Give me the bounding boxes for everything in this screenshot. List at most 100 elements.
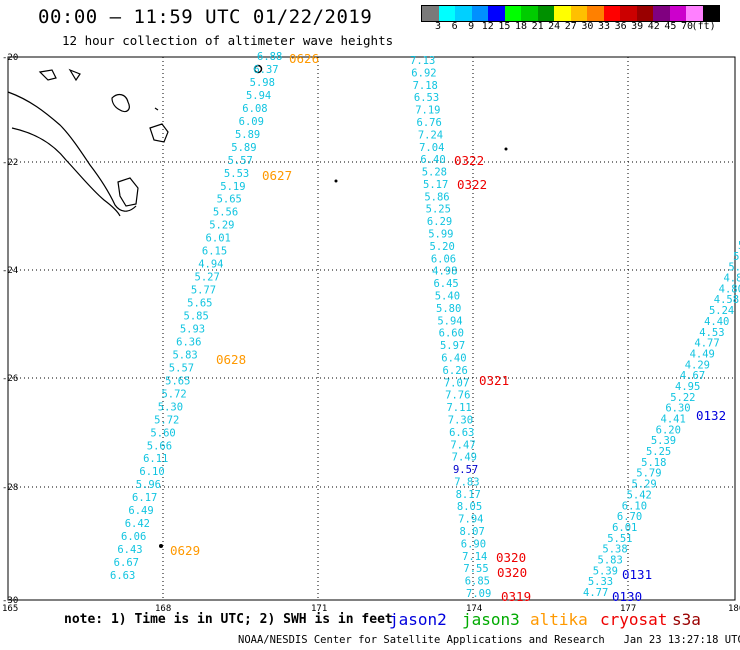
wave-height-value: 5.39 [593, 565, 618, 577]
lat-tick-label: -26 [2, 374, 18, 384]
wave-height-value: 5.27 [195, 272, 220, 284]
colorbar-label: 70 [680, 21, 694, 32]
map-border [7, 56, 736, 601]
wave-height-value: 4.67 [680, 370, 705, 382]
wave-height-value: 6.20 [656, 424, 681, 436]
wave-height-value: 5.20 [430, 241, 455, 253]
wave-height-value: 5.18 [641, 457, 666, 469]
wave-height-value: 4.29 [685, 359, 710, 371]
wave-height-value: 7.94 [458, 514, 483, 526]
wave-height-value: 6.90 [461, 538, 486, 550]
wave-height-value: 7.11 [446, 402, 471, 414]
wave-height-value: 5.22 [670, 392, 695, 404]
pass-time-label: 0322 [457, 177, 487, 192]
wave-height-value: 5.19 [220, 181, 245, 193]
wave-height-value: 7.55 [463, 563, 488, 575]
wave-height-value: 6.06 [121, 531, 146, 543]
wave-height-value: 5.94 [437, 315, 462, 327]
wave-height-value: 7.19 [415, 105, 440, 117]
wave-height-value: 7.30 [448, 414, 473, 426]
colorbar-label: 33 [597, 21, 611, 32]
wave-height-value: 4.80 [719, 283, 740, 295]
wave-height-value: 6.15 [202, 246, 227, 258]
colorbar-swatch [702, 6, 719, 21]
colorbar-label: 12 [481, 21, 494, 32]
colorbar-swatch [504, 6, 521, 21]
wave-height-value: 7.13 [410, 55, 435, 67]
pass-time-label: 0319 [501, 589, 531, 604]
wave-height-value: 5.66 [147, 440, 172, 452]
lat-tick-label: -24 [2, 266, 18, 276]
island-dot [159, 544, 163, 548]
altimeter-tracks: 6.886.375.985.946.086.095.895.895.575.53… [110, 51, 740, 600]
wave-height-value: 6.53 [414, 92, 439, 104]
map-title: 00:00 — 11:59 UTC 01/22/2019 [38, 6, 373, 28]
wave-height-value: 6.17 [132, 492, 157, 504]
wave-height-value: 5.60 [150, 427, 175, 439]
wave-height-value: 6.09 [239, 116, 264, 128]
wave-height-value: 5.72 [154, 414, 179, 426]
lat-tick-label: -28 [2, 483, 18, 493]
wave-height-value: 5.97 [440, 340, 465, 352]
coastline-path [149, 123, 169, 143]
wave-height-value: 5.89 [231, 142, 256, 154]
wave-height-value: 5. [733, 251, 740, 263]
wave-height-value: 7.76 [445, 390, 470, 402]
wave-height-value: 6.06 [431, 253, 456, 265]
lon-tick-label: 174 [466, 604, 482, 614]
coastline-path [154, 107, 159, 111]
wave-height-value: 5.56 [213, 207, 238, 219]
wave-height-value: 4.83 [723, 273, 740, 285]
wave-height-value: 5.57 [169, 362, 194, 374]
wave-height-value: 4.94 [198, 259, 223, 271]
map-frame [7, 56, 736, 601]
wave-height-value: 5.30 [158, 401, 183, 413]
lat-tick-label: -30 [2, 596, 18, 606]
wave-height-value: 5.77 [191, 285, 216, 297]
wave-height-value: 4.77 [583, 587, 608, 599]
wave-height-value: 5.83 [172, 349, 197, 361]
pass-time-label: 0626 [289, 51, 319, 66]
wave-height-value: 6.26 [443, 365, 468, 377]
wave-height-value: 8.05 [457, 501, 482, 513]
wave-height-value: 4.49 [690, 348, 715, 360]
coastline-path [7, 91, 137, 217]
wave-height-value: 5.83 [598, 554, 623, 566]
pass-time-label: 0131 [622, 567, 652, 582]
wave-height-value: 5.65 [165, 375, 190, 387]
lat-tick-label: -20 [2, 53, 18, 63]
wave-height-value: 6.10 [139, 466, 164, 478]
colorbar-label: 30 [581, 21, 594, 32]
pass-time-label: 0320 [497, 565, 527, 580]
lon-tick-label: 177 [620, 604, 636, 614]
wave-height-value: 4.58 [714, 294, 739, 306]
colorbar-label: 3 [434, 21, 442, 32]
wave-height-value: 5.24 [709, 305, 734, 317]
lat-tick-label: -22 [2, 158, 18, 168]
wave-height-value: 4.98 [432, 266, 457, 278]
wave-height-value: 4.77 [694, 338, 719, 350]
colorbar-swatch [471, 6, 488, 21]
satellite-legend-item: altika [530, 610, 588, 629]
wave-height-value: 6.40 [420, 154, 445, 166]
wave-height-value: 6.36 [176, 336, 201, 348]
colorbar-swatch [669, 6, 686, 21]
wave-height-value: 6.76 [417, 117, 442, 129]
wave-height-value: 5.79 [636, 468, 661, 480]
satellite-legend-item: jason3 [462, 610, 520, 629]
wave-height-value: 6.01 [612, 522, 637, 534]
colorbar-label: (ft) [691, 21, 716, 32]
pass-time-label: 0627 [262, 168, 292, 183]
pass-time-label: 0321 [479, 373, 509, 388]
wave-height-value: 5.29 [209, 220, 234, 232]
lon-tick-label: 168 [155, 604, 171, 614]
wave-height-value: 5.29 [631, 479, 656, 491]
wave-height-value: 6.08 [242, 103, 267, 115]
wave-height-value: 9.57 [453, 464, 478, 476]
map-subtitle: 12 hour collection of altimeter wave hei… [62, 33, 394, 48]
wave-height-value: 5.17 [423, 179, 448, 191]
wave-height-value: 7.04 [419, 142, 444, 154]
wave-height-value: 5.39 [651, 435, 676, 447]
coastline-path [117, 177, 139, 207]
